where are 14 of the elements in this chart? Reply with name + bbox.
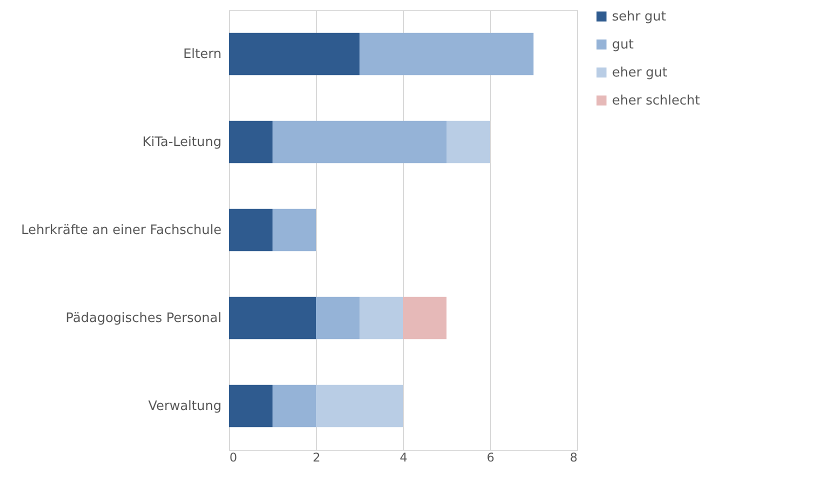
legend-label: sehr gut [612,10,666,24]
x-tick-label: 6 [486,450,494,464]
x-tick-label: 2 [312,450,320,464]
y-tick-label: Pädagogisches Personal [66,311,222,326]
y-tick-label: Verwaltung [148,399,222,414]
y-tick-label: KiTa-Leitung [142,135,222,150]
x-tick-label: 0 [230,450,238,464]
legend-label: eher gut [612,66,668,80]
x-tick-label: 4 [400,450,408,464]
y-tick-label: Lehrkräfte an einer Fachschule [21,223,222,238]
legend-label: eher schlecht [612,94,700,108]
x-tick-label: 8 [570,450,578,464]
legend-label: gut [612,38,634,52]
y-tick-label: Eltern [183,47,222,62]
